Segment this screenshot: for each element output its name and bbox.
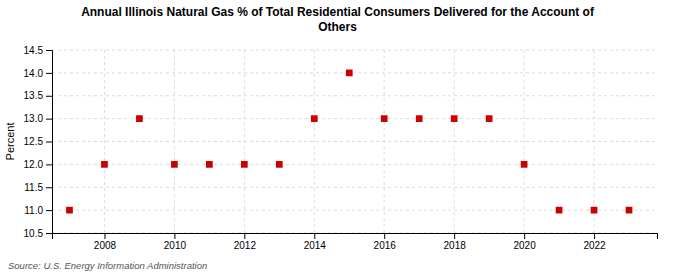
point [171,161,178,168]
grid-line-y [52,164,657,165]
point [626,207,633,214]
tick: 14.5 [24,45,52,56]
tick-mark [46,187,52,188]
grid-line-x [314,50,315,233]
point [136,115,143,122]
grid-line-y [52,210,657,211]
tick-label: 13.5 [24,90,44,101]
point [311,115,318,122]
tick-label: 11.0 [24,205,43,216]
tick-mark [524,233,525,239]
point [591,207,598,214]
tick-mark [46,164,52,165]
y-axis-title: Percent [4,123,16,161]
tick: 11.0 [24,205,52,216]
tick-label: 2016 [374,240,397,251]
tick: 10.5 [24,228,52,239]
tick: 2018 [444,233,467,251]
tick-label: 11.5 [24,182,43,193]
tick: 2008 [94,233,117,251]
title-line: Others [318,20,357,34]
point [416,115,423,122]
point [101,161,108,168]
chart: 2008 2010 2012 2014 2016 2018 2020 2022 10.5 11.0… [0,0,675,275]
plot-area: 2008 2010 2012 2014 2016 2018 2020 2022 10.5 11.0… [24,45,658,251]
tick-label: 10.5 [24,228,44,239]
tick-label: 2008 [94,240,117,251]
grid-line-y [52,141,657,142]
grid-line-y [52,72,657,73]
grid-line-x [594,50,595,233]
tick-label: 14.0 [24,68,44,79]
tick-mark [46,210,52,211]
tick-mark [46,73,52,74]
tick: 2010 [164,233,187,251]
grid-line-x [524,50,525,233]
tick: 14.0 [24,68,52,79]
tick-mark [594,233,595,239]
tick: 12.0 [24,159,52,170]
tick-mark [46,233,52,234]
y-axis: 10.5 11.0 11.5 12.0 12.5 13.0 13.5 14.0 14.5 [24,45,53,239]
tick: 2012 [234,233,257,251]
tick: 12.5 [24,136,52,147]
tick-mark [104,233,105,239]
tick-label: 12.0 [24,159,44,170]
tick: 2020 [513,233,536,251]
point [276,161,283,168]
tick: 2014 [304,233,327,251]
tick-label: 2020 [513,240,536,251]
point [381,115,388,122]
grid-line-x [384,50,385,233]
tick-mark [46,119,52,120]
tick-mark [314,233,315,239]
point [346,70,353,77]
tick-label: 2018 [444,240,467,251]
tick-label: 14.5 [24,45,44,56]
point [556,207,563,214]
tick-mark [174,233,175,239]
tick-label: 2022 [583,240,606,251]
tick: 2022 [583,233,606,251]
tick-mark [46,50,52,51]
point [521,161,528,168]
tick-mark [46,96,52,97]
tick: 11.5 [24,182,52,193]
tick-mark [244,233,245,239]
grid-line-x [104,50,105,233]
point [241,161,248,168]
grid-line-y [52,187,657,188]
point [206,161,213,168]
tick-mark [384,233,385,239]
points [66,70,632,214]
tick: 2016 [374,233,397,251]
source: Source: U.S. Energy Information Administ… [8,260,207,271]
title: Annual Illinois Natural Gas % of Total R… [81,5,595,34]
tick: 13.0 [24,113,52,124]
axis-line [53,234,658,240]
tick-label: 12.5 [24,136,44,147]
grid [52,50,657,233]
tick-label: 2014 [304,240,327,251]
axis-line [46,51,53,234]
title-line: Annual Illinois Natural Gas % of Total R… [81,5,595,19]
grid-line-x [244,50,245,233]
grid-line-x [454,50,455,233]
point [486,115,493,122]
tick: 13.5 [24,90,52,101]
x-axis: 2008 2010 2012 2014 2016 2018 2020 2022 [53,233,658,251]
tick-label: 2012 [234,240,257,251]
tick-mark [454,233,455,239]
point [66,207,73,214]
grid-line-y [52,95,657,96]
grid-line-y [52,50,657,51]
tick-label: 2010 [164,240,187,251]
grid-line-x [174,50,175,233]
tick-mark [46,142,52,143]
tick-label: 13.0 [24,113,44,124]
point [451,115,458,122]
